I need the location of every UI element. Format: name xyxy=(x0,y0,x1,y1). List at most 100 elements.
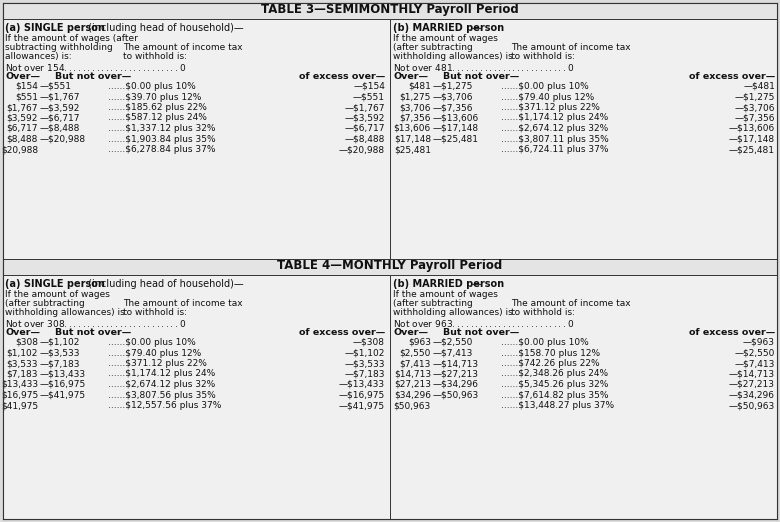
Text: $25,481: $25,481 xyxy=(394,145,431,154)
Text: withholding allowances) is:: withholding allowances) is: xyxy=(393,308,516,317)
Text: of excess over—: of excess over— xyxy=(299,72,385,81)
Text: —$14,713: —$14,713 xyxy=(729,370,775,378)
Text: —$27,213: —$27,213 xyxy=(729,380,775,389)
Text: ......$1,174.12 plus 24%: ......$1,174.12 plus 24% xyxy=(108,370,215,378)
Text: withholding allowances) is:: withholding allowances) is: xyxy=(393,52,516,61)
Text: $154: $154 xyxy=(15,82,38,91)
Text: $963: $963 xyxy=(408,338,431,347)
Text: $13,433: $13,433 xyxy=(1,380,38,389)
Text: to withhold is:: to withhold is: xyxy=(123,308,187,317)
Text: ......$742.26 plus 22%: ......$742.26 plus 22% xyxy=(501,359,600,368)
Text: (b) MARRIED person: (b) MARRIED person xyxy=(393,23,504,33)
Text: ......$7,614.82 plus 35%: ......$7,614.82 plus 35% xyxy=(501,390,608,399)
Text: $1,102: $1,102 xyxy=(6,349,38,358)
Text: ......$5,345.26 plus 32%: ......$5,345.26 plus 32% xyxy=(501,380,608,389)
Text: (a) SINGLE person: (a) SINGLE person xyxy=(5,279,105,289)
Text: subtracting withholding: subtracting withholding xyxy=(5,43,113,52)
Text: —: — xyxy=(472,23,482,33)
Text: —$34,296: —$34,296 xyxy=(729,390,775,399)
Text: —$16,975: —$16,975 xyxy=(339,390,385,399)
Text: —$13,606: —$13,606 xyxy=(729,124,775,133)
Text: Over—: Over— xyxy=(5,328,40,337)
Text: $34,296: $34,296 xyxy=(394,390,431,399)
Text: Not over $963 .........................$0: Not over $963 .........................$… xyxy=(393,318,574,329)
Text: $17,148: $17,148 xyxy=(394,135,431,144)
Text: —$14,713: —$14,713 xyxy=(433,359,479,368)
Text: ......$371.12 plus 22%: ......$371.12 plus 22% xyxy=(501,103,600,112)
Text: $551: $551 xyxy=(15,92,38,101)
Text: —$2,550: —$2,550 xyxy=(735,349,775,358)
Text: ......$371.12 plus 22%: ......$371.12 plus 22% xyxy=(108,359,207,368)
Text: $8,488: $8,488 xyxy=(6,135,38,144)
Text: —$7,413: —$7,413 xyxy=(433,349,473,358)
Text: —$50,963: —$50,963 xyxy=(729,401,775,410)
Text: —$1,275: —$1,275 xyxy=(735,92,775,101)
Text: (including head of household)—: (including head of household)— xyxy=(85,23,243,33)
Text: —$8,488: —$8,488 xyxy=(40,124,80,133)
Text: —$41,975: —$41,975 xyxy=(339,401,385,410)
Text: —$6,717: —$6,717 xyxy=(345,124,385,133)
Text: But not over—: But not over— xyxy=(55,72,131,81)
Text: $7,413: $7,413 xyxy=(399,359,431,368)
Text: —$7,356: —$7,356 xyxy=(735,113,775,123)
Text: Not over $308 .........................$0: Not over $308 .........................$… xyxy=(5,318,186,329)
Text: TABLE 4—MONTHLY Payroll Period: TABLE 4—MONTHLY Payroll Period xyxy=(278,259,502,272)
Text: —$1,102: —$1,102 xyxy=(40,338,80,347)
Text: Over—: Over— xyxy=(393,72,428,81)
Text: ......$6,724.11 plus 37%: ......$6,724.11 plus 37% xyxy=(501,145,608,154)
Text: The amount of income tax: The amount of income tax xyxy=(123,43,243,52)
Text: But not over—: But not over— xyxy=(443,328,519,337)
Text: ......$13,448.27 plus 37%: ......$13,448.27 plus 37% xyxy=(501,401,614,410)
Text: (a) SINGLE person: (a) SINGLE person xyxy=(5,23,105,33)
Text: —$551: —$551 xyxy=(40,82,72,91)
Text: —$7,356: —$7,356 xyxy=(433,103,473,112)
Text: Over—: Over— xyxy=(393,328,428,337)
Text: —$154: —$154 xyxy=(353,82,385,91)
Text: ......$0.00 plus 10%: ......$0.00 plus 10% xyxy=(108,338,196,347)
Text: ......$1,337.12 plus 32%: ......$1,337.12 plus 32% xyxy=(108,124,215,133)
Text: ......$79.40 plus 12%: ......$79.40 plus 12% xyxy=(108,349,201,358)
Text: ......$185.62 plus 22%: ......$185.62 plus 22% xyxy=(108,103,207,112)
Text: ......$1,903.84 plus 35%: ......$1,903.84 plus 35% xyxy=(108,135,215,144)
Text: ......$2,348.26 plus 24%: ......$2,348.26 plus 24% xyxy=(501,370,608,378)
Text: ......$3,807.56 plus 35%: ......$3,807.56 plus 35% xyxy=(108,390,216,399)
Bar xyxy=(3,19,777,259)
Text: —$13,433: —$13,433 xyxy=(40,370,86,378)
Text: —$25,481: —$25,481 xyxy=(729,145,775,154)
Text: —$3,592: —$3,592 xyxy=(40,103,80,112)
Text: $50,963: $50,963 xyxy=(394,401,431,410)
Text: $1,767: $1,767 xyxy=(6,103,38,112)
Text: —$3,706: —$3,706 xyxy=(735,103,775,112)
Text: —: — xyxy=(472,279,482,289)
Text: —$50,963: —$50,963 xyxy=(433,390,479,399)
Text: $7,356: $7,356 xyxy=(399,113,431,123)
Text: But not over—: But not over— xyxy=(55,328,131,337)
Text: ......$39.70 plus 12%: ......$39.70 plus 12% xyxy=(108,92,201,101)
Text: $16,975: $16,975 xyxy=(1,390,38,399)
Text: —$1,102: —$1,102 xyxy=(345,349,385,358)
Text: —$551: —$551 xyxy=(353,92,385,101)
Text: —$3,706: —$3,706 xyxy=(433,92,473,101)
Text: ......$587.12 plus 24%: ......$587.12 plus 24% xyxy=(108,113,207,123)
Text: If the amount of wages (after: If the amount of wages (after xyxy=(5,34,138,43)
Text: $20,988: $20,988 xyxy=(1,145,38,154)
Text: $6,717: $6,717 xyxy=(6,124,38,133)
Text: —$963: —$963 xyxy=(743,338,775,347)
Text: $308: $308 xyxy=(15,338,38,347)
Text: $13,606: $13,606 xyxy=(394,124,431,133)
Text: $2,550: $2,550 xyxy=(399,349,431,358)
Text: —$13,433: —$13,433 xyxy=(339,380,385,389)
Text: —$1,275: —$1,275 xyxy=(433,82,473,91)
Text: If the amount of wages: If the amount of wages xyxy=(5,290,110,299)
Text: $14,713: $14,713 xyxy=(394,370,431,378)
Text: (including head of household)—: (including head of household)— xyxy=(85,279,243,289)
Text: —$2,550: —$2,550 xyxy=(433,338,473,347)
Text: $481: $481 xyxy=(408,82,431,91)
Bar xyxy=(3,259,777,275)
Text: $41,975: $41,975 xyxy=(1,401,38,410)
Text: —$7,413: —$7,413 xyxy=(735,359,775,368)
Text: $3,706: $3,706 xyxy=(399,103,431,112)
Text: $27,213: $27,213 xyxy=(394,380,431,389)
Text: TABLE 3—SEMIMONTHLY Payroll Period: TABLE 3—SEMIMONTHLY Payroll Period xyxy=(261,4,519,17)
Text: If the amount of wages: If the amount of wages xyxy=(393,34,498,43)
